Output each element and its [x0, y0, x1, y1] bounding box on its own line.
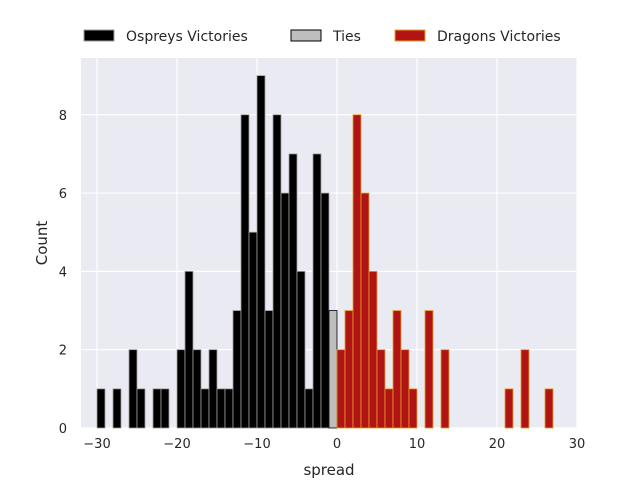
- bar-ospreys-victories: [272, 114, 282, 429]
- histogram-bars: [96, 75, 554, 429]
- y-tick-label: 6: [59, 187, 67, 202]
- bar-dragons-victories: [384, 388, 394, 429]
- x-tick-label: 0: [333, 437, 341, 452]
- bar-ospreys-victories: [240, 114, 250, 429]
- bar-ospreys-victories: [320, 192, 330, 429]
- bar-dragons-victories: [504, 388, 514, 429]
- bar-ospreys-victories: [304, 388, 314, 429]
- bar-ospreys-victories: [128, 349, 138, 429]
- legend: Ospreys Victories Ties Dragons Victories: [83, 29, 561, 45]
- legend-label-dragons-victories: Dragons Victories: [437, 29, 561, 45]
- bar-ospreys-victories: [112, 388, 122, 429]
- bar-ospreys-victories: [160, 388, 170, 429]
- y-tick-label: 0: [59, 422, 67, 437]
- bar-ospreys-victories: [264, 310, 274, 429]
- bar-dragons-victories: [392, 310, 402, 429]
- bar-ospreys-victories: [200, 388, 210, 429]
- bar-dragons-victories: [360, 192, 370, 429]
- bar-ospreys-victories: [96, 388, 106, 429]
- bar-ospreys-victories: [216, 388, 226, 429]
- x-axis-label: spread: [303, 461, 354, 479]
- bar-dragons-victories: [368, 270, 378, 429]
- y-tick-label: 8: [59, 109, 67, 124]
- bar-ospreys-victories: [256, 75, 266, 429]
- bar-ospreys-victories: [280, 192, 290, 429]
- x-tick-label: −20: [163, 437, 190, 452]
- y-axis-label: Count: [33, 221, 51, 266]
- y-tick-label: 2: [59, 344, 67, 359]
- bar-dragons-victories: [352, 114, 362, 429]
- bar-dragons-victories: [520, 349, 530, 429]
- x-axis-ticks: −30 −20 −10 0 10 20 30: [83, 437, 585, 452]
- bar-ties: [328, 310, 338, 429]
- x-tick-label: 30: [569, 437, 586, 452]
- legend-label-ospreys-victories: Ospreys Victories: [126, 29, 248, 45]
- legend-label-ties: Ties: [332, 29, 361, 45]
- bar-dragons-victories: [408, 388, 418, 429]
- y-axis-ticks: 0 2 4 6 8: [59, 109, 67, 437]
- bar-dragons-victories: [336, 349, 346, 429]
- bar-ospreys-victories: [312, 153, 322, 429]
- bar-dragons-victories: [424, 310, 434, 429]
- bar-ospreys-victories: [136, 388, 146, 429]
- bar-ospreys-victories: [192, 349, 202, 429]
- bar-ospreys-victories: [208, 349, 218, 429]
- x-tick-label: −10: [243, 437, 270, 452]
- bar-dragons-victories: [440, 349, 450, 429]
- bar-ospreys-victories: [296, 270, 306, 429]
- bar-dragons-victories: [544, 388, 554, 429]
- y-tick-label: 4: [59, 265, 67, 280]
- bar-ospreys-victories: [184, 270, 194, 429]
- x-tick-label: 20: [489, 437, 506, 452]
- bar-ospreys-victories: [248, 231, 258, 429]
- bar-ospreys-victories: [232, 310, 242, 429]
- legend-swatch-ospreys-victories: [83, 29, 115, 42]
- bar-dragons-victories: [344, 310, 354, 429]
- legend-swatch-dragons-victories: [394, 29, 426, 42]
- bar-dragons-victories: [400, 349, 410, 429]
- bar-ospreys-victories: [224, 388, 234, 429]
- bar-ospreys-victories: [176, 349, 186, 429]
- bar-ospreys-victories: [152, 388, 162, 429]
- x-tick-label: −30: [83, 437, 110, 452]
- x-tick-label: 10: [409, 437, 426, 452]
- bar-dragons-victories: [376, 349, 386, 429]
- bar-ospreys-victories: [288, 153, 298, 429]
- legend-swatch-ties: [290, 29, 322, 42]
